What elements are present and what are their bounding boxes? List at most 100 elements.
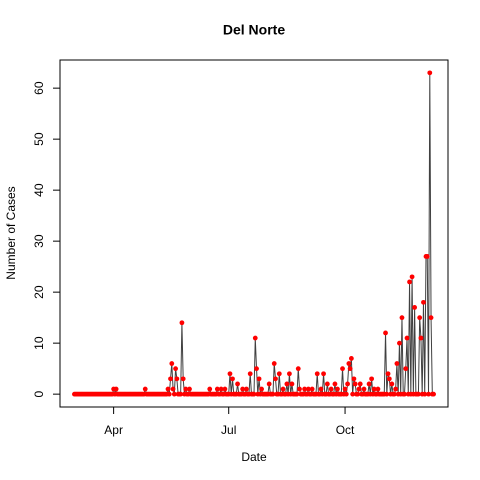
data-point bbox=[324, 381, 330, 387]
data-point bbox=[421, 299, 426, 305]
data-point bbox=[271, 361, 277, 366]
x-axis-label: Date bbox=[241, 450, 267, 464]
data-point bbox=[357, 381, 363, 387]
data-point bbox=[426, 391, 431, 397]
x-tick-label: Jul bbox=[221, 423, 236, 437]
data-point bbox=[318, 386, 324, 392]
data-point bbox=[166, 391, 172, 397]
data-point bbox=[295, 366, 301, 372]
data-point bbox=[431, 391, 436, 397]
data-point bbox=[240, 386, 246, 392]
data-point bbox=[180, 376, 186, 382]
data-point bbox=[321, 371, 326, 377]
data-point bbox=[371, 386, 377, 392]
data-point bbox=[332, 381, 338, 387]
data-point bbox=[289, 381, 295, 387]
data-point bbox=[207, 386, 213, 392]
y-tick-label: 0 bbox=[32, 390, 46, 397]
data-point bbox=[402, 391, 407, 397]
data-point bbox=[183, 386, 189, 392]
y-tick-label: 30 bbox=[32, 234, 46, 248]
data-point bbox=[314, 371, 320, 377]
y-axis-label: Number of Cases bbox=[4, 186, 18, 279]
data-point bbox=[427, 70, 433, 76]
data-point bbox=[173, 366, 178, 372]
data-point bbox=[142, 386, 148, 392]
data-point bbox=[416, 391, 421, 397]
data-point bbox=[270, 391, 276, 397]
data-point bbox=[287, 371, 292, 377]
data-point bbox=[424, 254, 430, 259]
data-point bbox=[393, 386, 399, 392]
data-point bbox=[256, 376, 262, 382]
x-tick-label: Oct bbox=[336, 423, 355, 437]
data-point bbox=[399, 315, 405, 321]
y-tick-label: 40 bbox=[32, 183, 46, 197]
x-tick-label: Apr bbox=[104, 423, 123, 437]
data-point bbox=[247, 371, 253, 377]
data-point bbox=[179, 320, 185, 326]
data-point bbox=[350, 391, 356, 397]
y-tick-label: 60 bbox=[32, 81, 46, 95]
data-point bbox=[403, 366, 409, 372]
data-point bbox=[222, 386, 228, 392]
data-point bbox=[169, 361, 175, 366]
data-point bbox=[375, 386, 381, 392]
plot-box bbox=[59, 59, 449, 408]
data-point bbox=[383, 330, 388, 336]
data-point bbox=[347, 366, 353, 372]
y-tick-label: 10 bbox=[32, 336, 46, 350]
data-point bbox=[266, 381, 272, 387]
data-point bbox=[235, 381, 240, 387]
data-point bbox=[227, 371, 233, 377]
data-point bbox=[174, 376, 180, 382]
data-point bbox=[342, 386, 348, 392]
data-point bbox=[178, 391, 184, 397]
data-point bbox=[113, 386, 119, 392]
data-point bbox=[259, 386, 264, 392]
data-point bbox=[276, 371, 282, 377]
data-point bbox=[284, 381, 290, 387]
data-point bbox=[385, 371, 391, 377]
data-point bbox=[340, 366, 345, 372]
data-point bbox=[345, 381, 350, 387]
y-tick-label: 20 bbox=[32, 285, 46, 299]
data-point bbox=[418, 335, 424, 341]
chart-title: Del Norte bbox=[223, 22, 285, 38]
data-point bbox=[422, 391, 428, 397]
data-point bbox=[187, 386, 192, 392]
data-point bbox=[170, 386, 176, 392]
data-point bbox=[309, 386, 315, 392]
data-point bbox=[171, 391, 177, 397]
data-point bbox=[254, 366, 259, 372]
data-point bbox=[252, 335, 258, 341]
data-point bbox=[386, 376, 392, 382]
data-point bbox=[328, 386, 334, 392]
data-point bbox=[305, 386, 311, 392]
data-point bbox=[369, 376, 375, 382]
data-point bbox=[214, 386, 220, 392]
data-point bbox=[346, 361, 352, 366]
data-point bbox=[218, 386, 224, 392]
data-point bbox=[389, 381, 395, 387]
data-point bbox=[351, 376, 357, 382]
data-point bbox=[417, 315, 423, 321]
data-point bbox=[302, 386, 307, 392]
data-point bbox=[356, 386, 362, 392]
y-tick-label: 50 bbox=[32, 132, 46, 146]
data-point bbox=[343, 391, 349, 397]
data-point bbox=[165, 386, 171, 392]
data-point bbox=[361, 386, 367, 392]
data-point bbox=[244, 386, 249, 392]
data-point bbox=[394, 361, 400, 366]
data-point bbox=[251, 391, 257, 397]
data-point bbox=[348, 356, 354, 361]
data-point bbox=[352, 381, 358, 387]
data-point bbox=[297, 386, 302, 392]
data-point bbox=[280, 386, 286, 392]
data-point bbox=[366, 381, 372, 387]
data-point bbox=[428, 315, 434, 321]
data-point bbox=[409, 274, 415, 280]
